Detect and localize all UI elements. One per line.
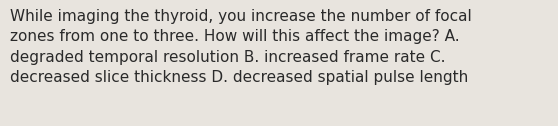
Text: While imaging the thyroid, you increase the number of focal
zones from one to th: While imaging the thyroid, you increase … bbox=[10, 9, 472, 85]
